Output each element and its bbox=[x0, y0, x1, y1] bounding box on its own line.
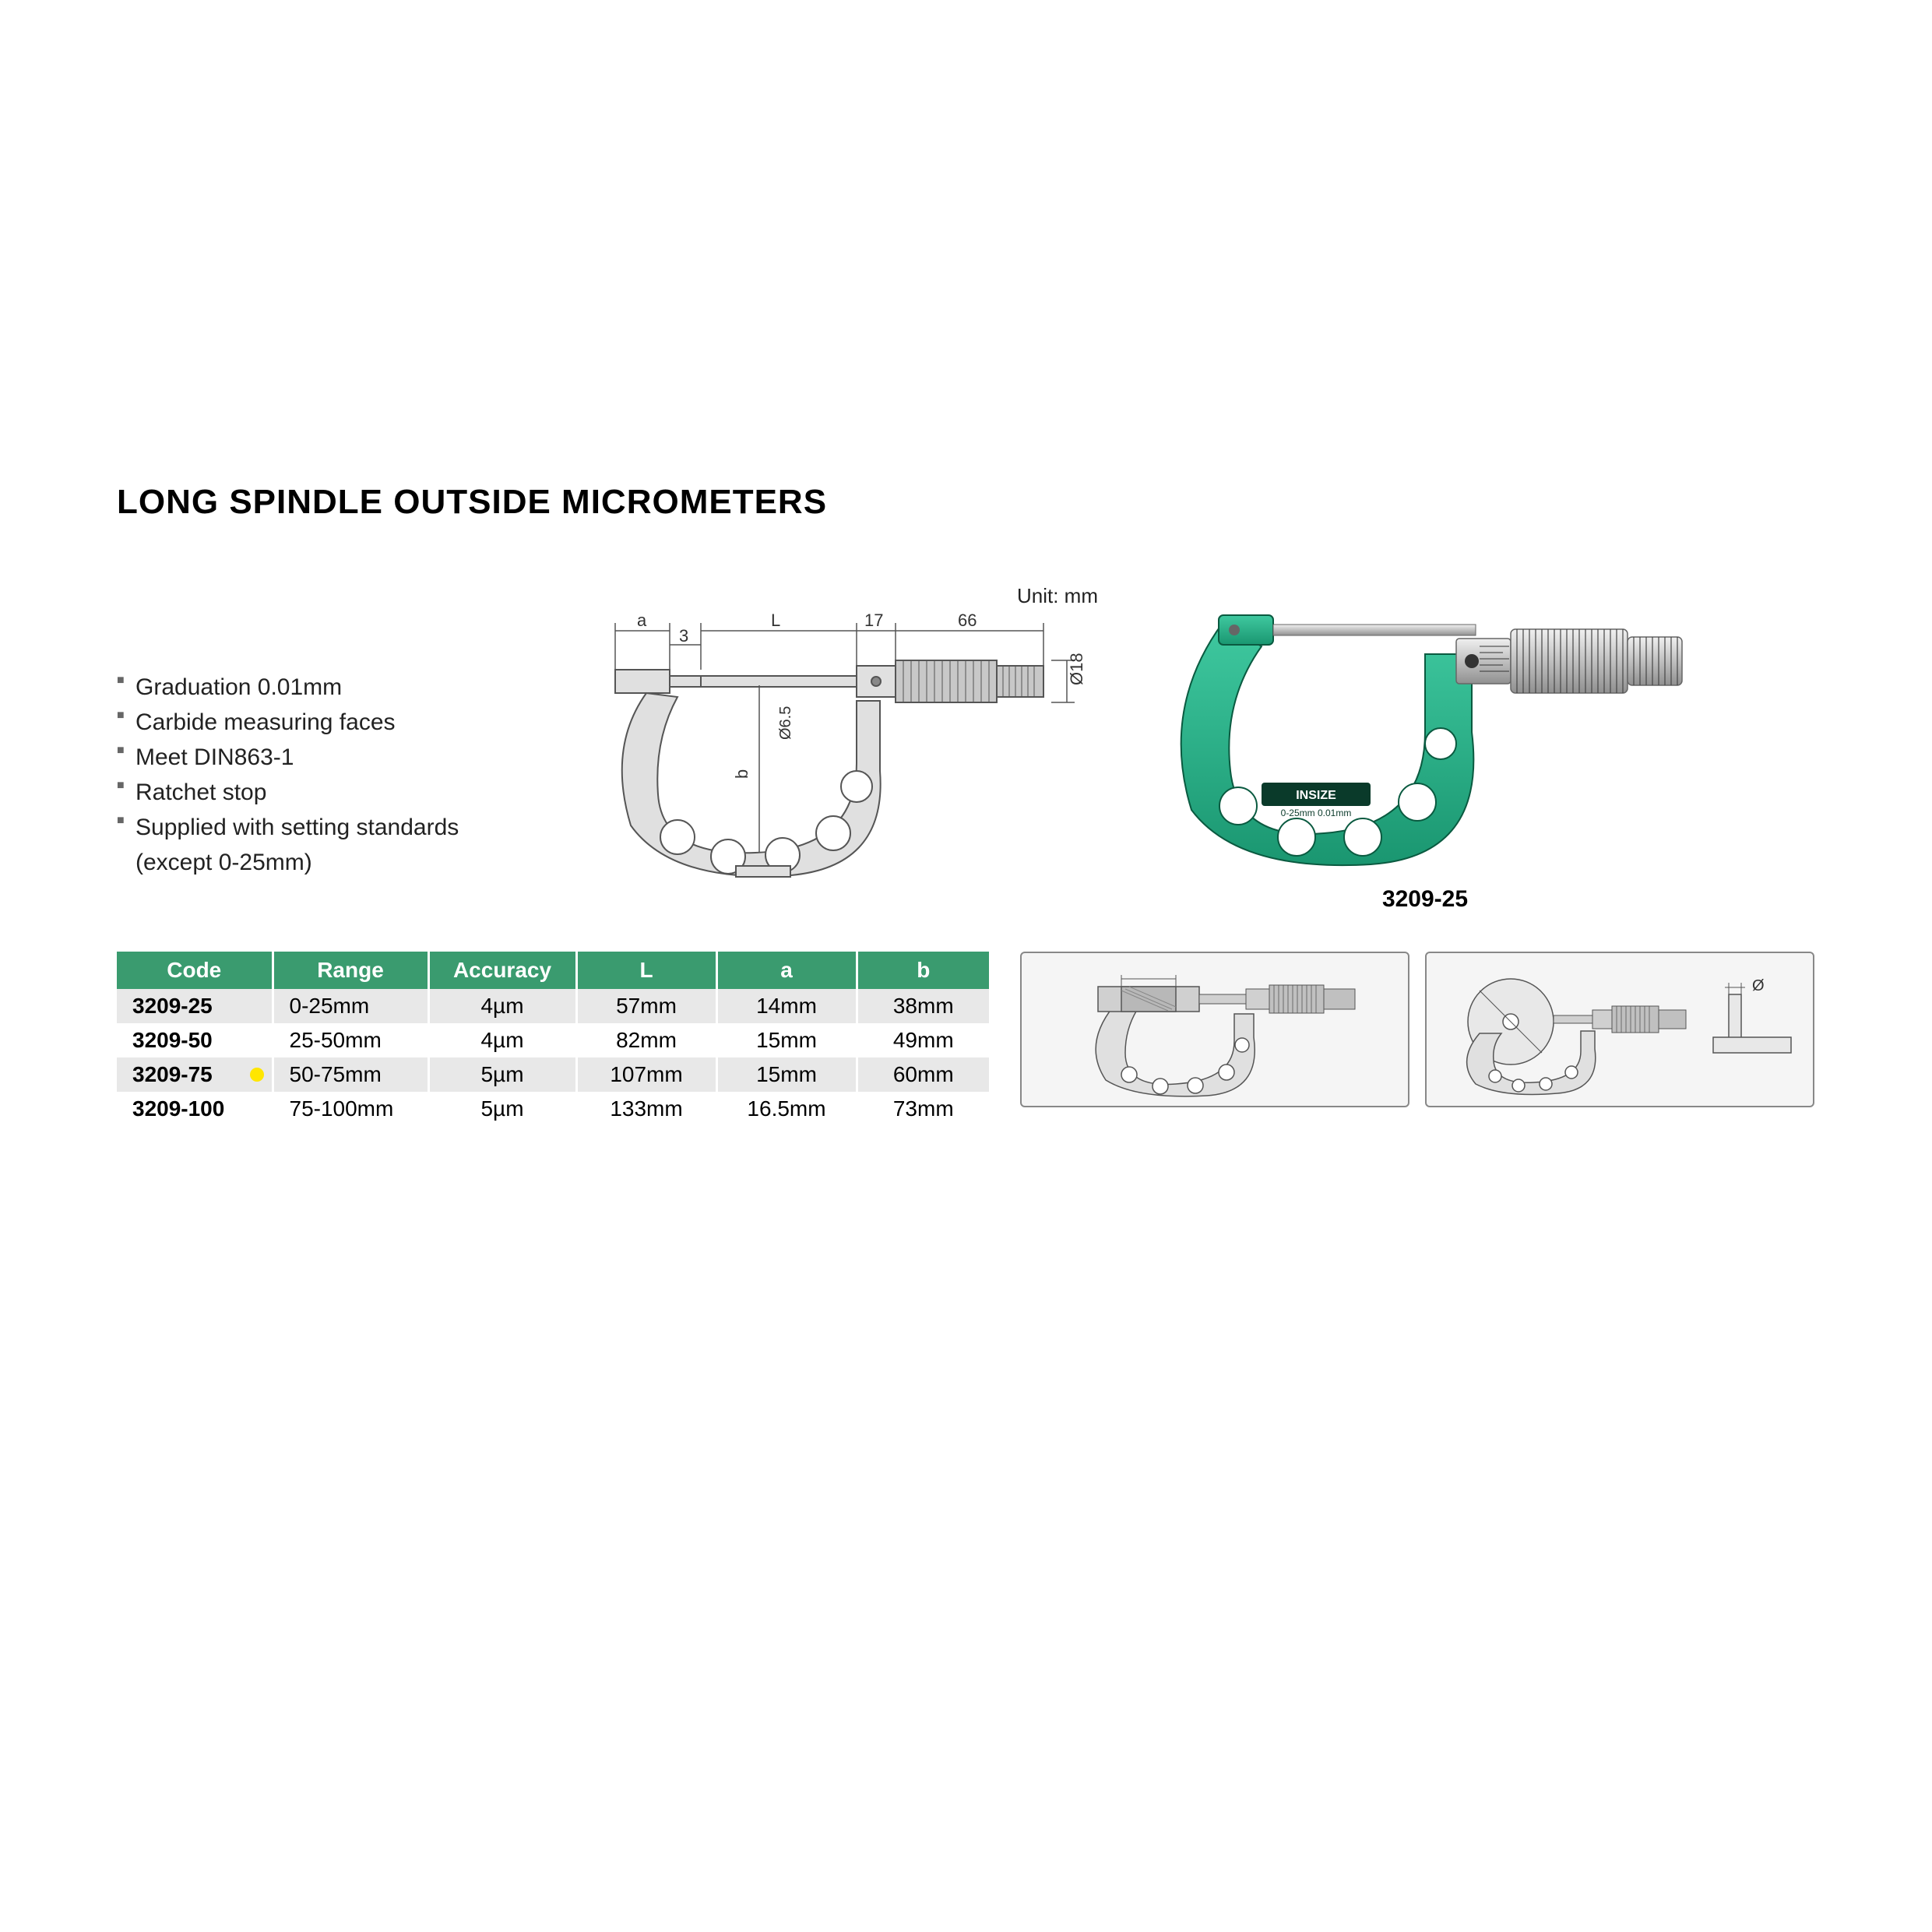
product-photo-block: INSIZE 0-25mm 0.01mm bbox=[1145, 592, 1705, 913]
cell-L: 82mm bbox=[576, 1023, 716, 1057]
cell-b: 73mm bbox=[857, 1092, 989, 1126]
features-list: Graduation 0.01mm Carbide measuring face… bbox=[117, 670, 553, 880]
cell-code: 3209-75 bbox=[117, 1057, 273, 1092]
feature-item: Carbide measuring faces bbox=[117, 705, 553, 740]
cell-code: 3209-50 bbox=[117, 1023, 273, 1057]
cell-accuracy: 5µm bbox=[428, 1092, 576, 1126]
cell-range: 50-75mm bbox=[273, 1057, 428, 1092]
cell-L: 57mm bbox=[576, 989, 716, 1023]
cell-b: 49mm bbox=[857, 1023, 989, 1057]
cell-accuracy: 5µm bbox=[428, 1057, 576, 1092]
cell-a: 15mm bbox=[716, 1023, 857, 1057]
cell-a: 14mm bbox=[716, 989, 857, 1023]
cell-range: 25-50mm bbox=[273, 1023, 428, 1057]
unit-label: Unit: mm bbox=[1017, 584, 1098, 608]
lower-section: Code Range Accuracy L a b 3209-25 0-25mm… bbox=[117, 952, 1814, 1126]
col-range: Range bbox=[273, 952, 428, 989]
dim-66: 66 bbox=[958, 611, 977, 630]
table-row: 3209-50 25-50mm 4µm 82mm 15mm 49mm bbox=[117, 1023, 989, 1057]
cell-range: 0-25mm bbox=[273, 989, 428, 1023]
cell-a: 16.5mm bbox=[716, 1092, 857, 1126]
technical-diagram: Unit: mm bbox=[584, 592, 1114, 888]
cell-range: 75-100mm bbox=[273, 1092, 428, 1126]
cell-code: 3209-25 bbox=[117, 989, 273, 1023]
dim-a: a bbox=[637, 611, 647, 630]
dim-3: 3 bbox=[679, 626, 688, 646]
dim-17: 17 bbox=[864, 611, 883, 630]
spec-table: Code Range Accuracy L a b 3209-25 0-25mm… bbox=[117, 952, 989, 1126]
cell-a: 15mm bbox=[716, 1057, 857, 1092]
svg-text:0-25mm 0.01mm: 0-25mm 0.01mm bbox=[1281, 808, 1352, 818]
feature-item-indent: (except 0-25mm) bbox=[117, 845, 553, 880]
cell-L: 107mm bbox=[576, 1057, 716, 1092]
col-code: Code bbox=[117, 952, 273, 989]
svg-text:INSIZE: INSIZE bbox=[1296, 789, 1336, 802]
feature-item: Supplied with setting standards bbox=[117, 810, 553, 845]
photo-caption: 3209-25 bbox=[1145, 886, 1705, 913]
table-row: 3209-25 0-25mm 4µm 57mm 14mm 38mm bbox=[117, 989, 989, 1023]
cell-code: 3209-100 bbox=[117, 1092, 273, 1126]
table-row: 3209-75 50-75mm 5µm 107mm 15mm 60mm bbox=[117, 1057, 989, 1092]
col-accuracy: Accuracy bbox=[428, 952, 576, 989]
svg-text:Ø: Ø bbox=[1752, 977, 1765, 994]
page-content: LONG SPINDLE OUTSIDE MICROMETERS Graduat… bbox=[117, 483, 1814, 1126]
cell-b: 38mm bbox=[857, 989, 989, 1023]
application-diagram-1 bbox=[1020, 952, 1409, 1107]
table-row: 3209-100 75-100mm 5µm 133mm 16.5mm 73mm bbox=[117, 1092, 989, 1126]
product-photo-svg: INSIZE 0-25mm 0.01mm bbox=[1145, 592, 1705, 880]
feature-item: Ratchet stop bbox=[117, 775, 553, 810]
application-diagram-2: Ø bbox=[1425, 952, 1814, 1107]
cell-accuracy: 4µm bbox=[428, 989, 576, 1023]
highlight-dot-icon bbox=[250, 1068, 264, 1082]
feature-item: Graduation 0.01mm bbox=[117, 670, 553, 705]
dim-dia65: Ø6.5 bbox=[777, 706, 794, 740]
cell-L: 133mm bbox=[576, 1092, 716, 1126]
application-diagrams: Ø bbox=[1020, 952, 1814, 1107]
col-a: a bbox=[716, 952, 857, 989]
dim-L: L bbox=[771, 611, 780, 630]
table-header-row: Code Range Accuracy L a b bbox=[117, 952, 989, 989]
page-title: LONG SPINDLE OUTSIDE MICROMETERS bbox=[117, 483, 1814, 522]
feature-item: Meet DIN863-1 bbox=[117, 740, 553, 775]
diagram-svg: a 3 L 17 66 bbox=[584, 592, 1114, 888]
dim-b: b bbox=[732, 769, 751, 779]
dim-dia18: Ø18 bbox=[1067, 653, 1086, 685]
table-body: 3209-25 0-25mm 4µm 57mm 14mm 38mm 3209-5… bbox=[117, 989, 989, 1126]
cell-accuracy: 4µm bbox=[428, 1023, 576, 1057]
col-b: b bbox=[857, 952, 989, 989]
upper-section: Graduation 0.01mm Carbide measuring face… bbox=[117, 592, 1814, 913]
col-L: L bbox=[576, 952, 716, 989]
cell-b: 60mm bbox=[857, 1057, 989, 1092]
